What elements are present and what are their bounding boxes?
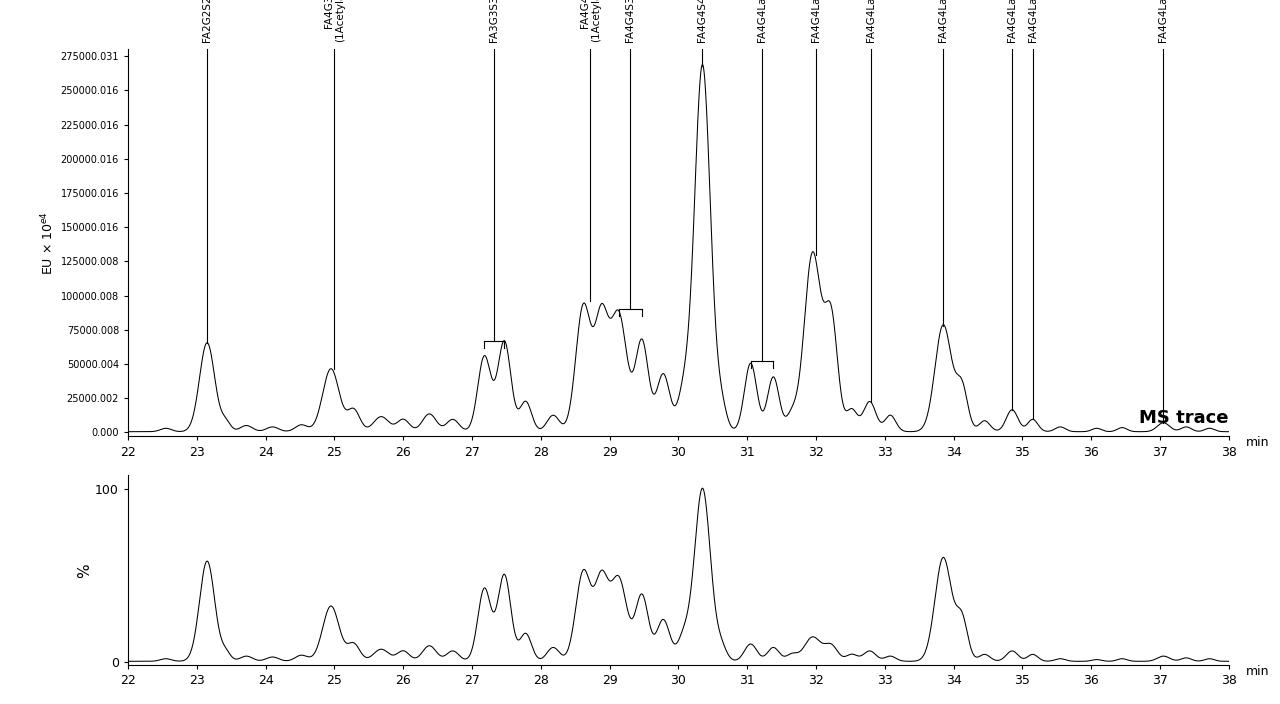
Text: FA4G4S3: FA4G4S3 <box>625 0 635 42</box>
Text: FA4G4Lac4S4: FA4G4Lac4S4 <box>1158 0 1169 42</box>
Text: min: min <box>1245 436 1270 449</box>
Y-axis label: EU × 10$^{e4}$: EU × 10$^{e4}$ <box>40 211 56 275</box>
Text: FA4G4Lac2S4: FA4G4Lac2S4 <box>938 0 948 42</box>
Text: FA2G2S2: FA2G2S2 <box>202 0 212 42</box>
Text: FA4G4Lac3S4: FA4G4Lac3S4 <box>1028 0 1038 42</box>
Y-axis label: %: % <box>77 563 92 577</box>
Text: FA4G4Lac1S4: FA4G4Lac1S4 <box>812 0 820 42</box>
Text: FA4G4Lac2S3: FA4G4Lac2S3 <box>867 0 876 42</box>
Text: FA4G3S3
(1Acetylation): FA4G3S3 (1Acetylation) <box>324 0 346 42</box>
Text: FA4G4S4: FA4G4S4 <box>698 0 708 42</box>
Text: FA4G4S4
(1Acetylation): FA4G4S4 (1Acetylation) <box>580 0 602 42</box>
Text: FA3G3S3: FA3G3S3 <box>489 0 499 42</box>
Text: min: min <box>1245 665 1270 678</box>
Text: FA4G4Lac3S3: FA4G4Lac3S3 <box>1007 0 1018 42</box>
Text: MS trace: MS trace <box>1139 408 1229 427</box>
Text: FA4G4Lac1S3: FA4G4Lac1S3 <box>756 0 767 42</box>
